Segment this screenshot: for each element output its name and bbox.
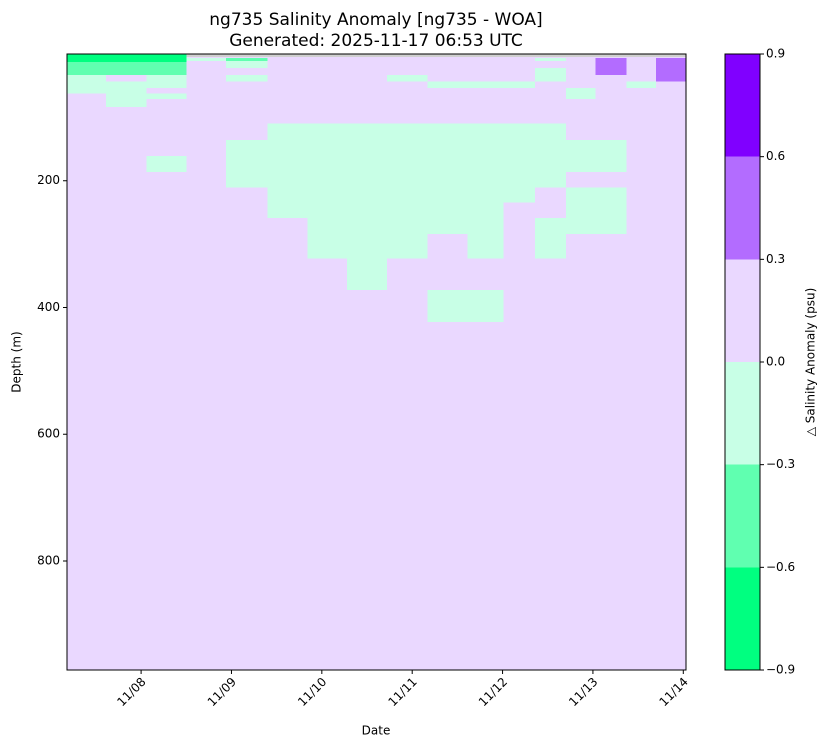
- heatmap-cell: [307, 123, 348, 259]
- y-tick-label: 800: [37, 553, 60, 567]
- x-tick-label: 11/08: [114, 675, 148, 709]
- colorbar-tick-label: 0.0: [766, 355, 785, 369]
- heatmap-cell: [626, 81, 657, 89]
- heatmap-cell: [347, 123, 387, 290]
- x-tick-label: 11/14: [657, 675, 691, 709]
- y-tick-label: 200: [37, 173, 60, 187]
- x-axis-label: Date: [362, 724, 391, 738]
- heatmap-cell: [146, 156, 187, 172]
- heatmap-cell: [226, 140, 268, 188]
- y-tick-label: 400: [37, 300, 60, 314]
- x-tick-label: 11/09: [205, 675, 239, 709]
- colorbar-tick-label: −0.6: [766, 560, 795, 574]
- heatmap-cell: [226, 57, 268, 61]
- heatmap-cell: [186, 57, 227, 61]
- heatmap-cell: [226, 74, 268, 82]
- heatmap-cell: [535, 67, 566, 82]
- colorbar-tick-label: −0.3: [766, 457, 795, 471]
- heatmap-cell: [565, 140, 596, 172]
- x-tick-label: 11/11: [385, 675, 419, 709]
- colorbar-segment: [725, 362, 760, 465]
- heatmap-cell: [656, 57, 686, 82]
- heatmap-cell: [427, 81, 536, 89]
- heatmap-cell: [467, 123, 504, 259]
- plot-frame: [66, 53, 687, 671]
- heatmap-cell: [67, 62, 187, 75]
- heatmap-cell: [535, 218, 566, 259]
- colorbar-segment: [725, 259, 760, 362]
- colorbar-label: △ Salinity Anomaly (psu): [804, 288, 818, 437]
- chart-subtitle: Generated: 2025-11-17 06:53 UTC: [229, 31, 523, 51]
- chart-title: ng735 Salinity Anomaly [ng735 - WOA]: [209, 10, 542, 30]
- colorbar-tick-label: 0.9: [766, 47, 785, 61]
- heatmap-cell: [386, 123, 428, 259]
- heatmap-cell: [565, 88, 596, 99]
- colorbar-tick-label: 0.6: [766, 149, 785, 163]
- heatmap-cell: [595, 57, 627, 75]
- x-tick-label: 11/10: [295, 675, 329, 709]
- y-tick-label: 600: [37, 427, 60, 441]
- colorbar-segment: [725, 54, 760, 157]
- heatmap-cell: [226, 60, 268, 68]
- heatmap-cell: [105, 81, 147, 108]
- heatmap-cell: [67, 54, 187, 63]
- x-tick-label: 11/13: [566, 675, 600, 709]
- heatmap-cell: [146, 74, 187, 89]
- heatmap-cell: [535, 123, 566, 188]
- heatmap-cell: [503, 123, 536, 203]
- heatmap-cell: [186, 54, 687, 58]
- heatmap-cell: [565, 187, 596, 234]
- colorbar-segment: [725, 156, 760, 260]
- heatmap-cell: [535, 57, 566, 61]
- heatmap-cell: [595, 187, 627, 234]
- heatmap-cell: [386, 74, 428, 82]
- y-axis-label: Depth (m): [10, 331, 24, 392]
- heatmap-cell: [146, 93, 187, 99]
- colorbar-segment: [725, 464, 760, 568]
- heatmap-cell: [427, 123, 468, 234]
- heatmap-cell: [427, 289, 504, 323]
- colorbar-tick-label: 0.3: [766, 252, 785, 266]
- x-tick-label: 11/12: [476, 675, 510, 709]
- heatmap-cell: [267, 123, 308, 219]
- heatmap-cell: [595, 140, 627, 172]
- colorbar-segment: [725, 567, 760, 670]
- heatmap-cell: [67, 74, 106, 94]
- colorbar-tick-label: −0.9: [766, 663, 795, 677]
